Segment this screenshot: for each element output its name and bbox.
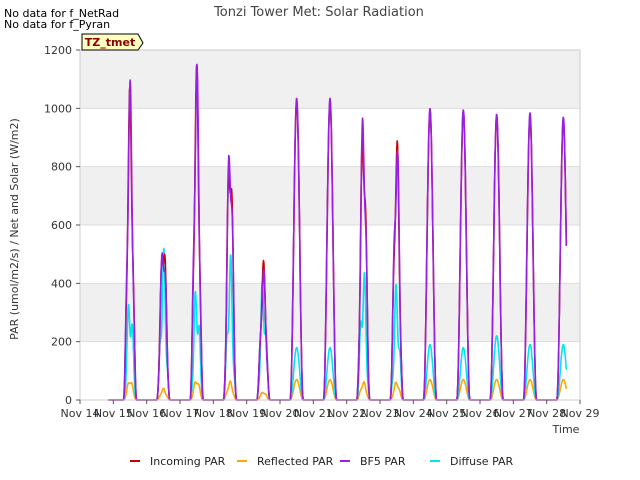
y-tick-label: 1000	[44, 102, 72, 115]
x-tick-label: Nov 16	[127, 407, 166, 420]
legend-label: Reflected PAR	[257, 455, 334, 468]
legend-item: Incoming PAR	[130, 455, 226, 468]
x-tick-label: Nov 17	[161, 407, 200, 420]
x-tick-label: Nov 25	[427, 407, 466, 420]
badge-label: TZ_tmet	[85, 36, 135, 49]
legend-item: Reflected PAR	[237, 455, 334, 468]
background-band	[80, 341, 580, 400]
x-tick-label: Nov 21	[294, 407, 333, 420]
background-band	[80, 283, 580, 342]
x-tick-label: Nov 27	[494, 407, 533, 420]
y-tick-label: 0	[65, 394, 72, 407]
x-axis-label: Time	[552, 423, 580, 436]
x-tick-label: Nov 28	[527, 407, 566, 420]
x-tick-label: Nov 14	[61, 407, 100, 420]
y-axis-label: PAR (umol/m2/s) / Net and Solar (W/m2)	[8, 118, 21, 340]
legend-item: BF5 PAR	[340, 455, 406, 468]
y-tick-label: 1200	[44, 44, 72, 57]
x-tick-label: Nov 23	[361, 407, 400, 420]
background-band	[80, 166, 580, 225]
x-tick-label: Nov 15	[94, 407, 133, 420]
x-tick-label: Nov 20	[261, 407, 300, 420]
y-tick-label: 600	[51, 219, 72, 232]
legend-label: BF5 PAR	[360, 455, 406, 468]
y-tick-label: 200	[51, 336, 72, 349]
chart-title: Tonzi Tower Met: Solar Radiation	[213, 5, 424, 20]
background-band	[80, 225, 580, 284]
x-tick-label: Nov 18	[194, 407, 233, 420]
badge-box	[81, 33, 144, 51]
x-tick-label: Nov 24	[394, 407, 433, 420]
tz-tmet-badge: TZ_tmet	[81, 33, 144, 51]
x-tick-label: Nov 22	[327, 407, 366, 420]
y-tick-label: 400	[51, 277, 72, 290]
x-tick-label: Nov 29	[561, 407, 600, 420]
legend-label: Diffuse PAR	[450, 455, 514, 468]
legend-label: Incoming PAR	[150, 455, 226, 468]
y-axis-ticks: 0 200 400 600 800 1000 1200	[44, 44, 80, 407]
legend: Incoming PAR Reflected PAR BF5 PAR Diffuse …	[130, 455, 514, 468]
x-tick-label: Nov 19	[227, 407, 266, 420]
background-band	[80, 108, 580, 167]
x-tick-label: Nov 26	[461, 407, 500, 420]
y-tick-label: 800	[51, 161, 72, 174]
no-data-pyran-notice: No data for f_Pyran	[4, 18, 111, 31]
no-data-netrad-notice: No data for f_NetRad	[4, 7, 120, 20]
legend-item: Diffuse PAR	[430, 455, 514, 468]
